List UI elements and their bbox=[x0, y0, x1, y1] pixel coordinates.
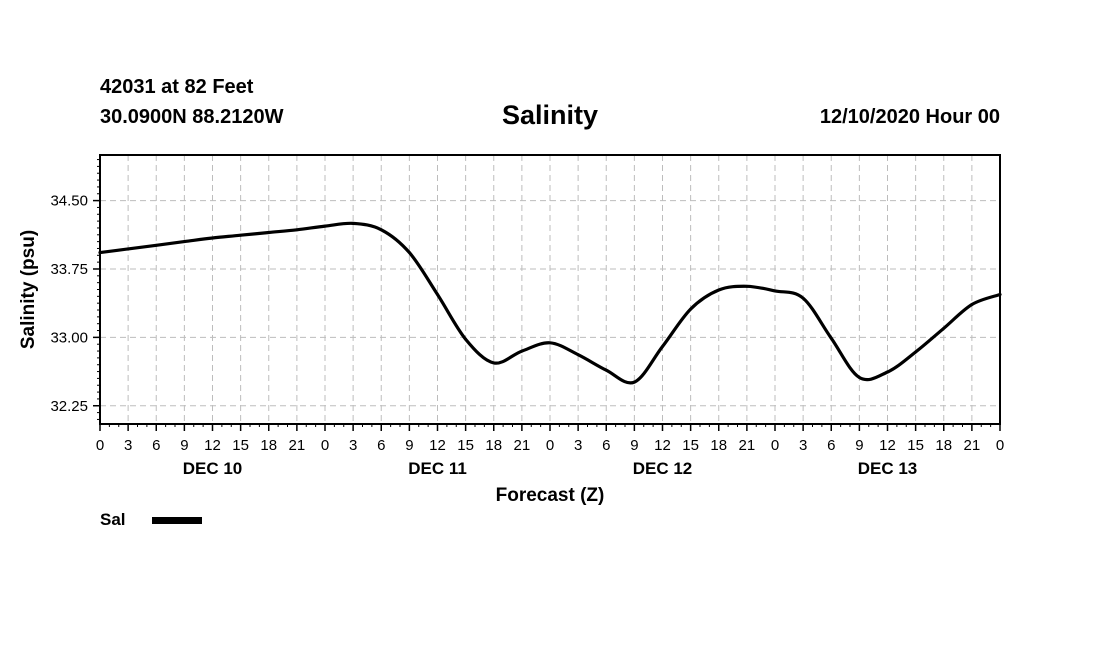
x-tick-label: 3 bbox=[349, 437, 357, 454]
y-tick-label: 33.00 bbox=[50, 329, 88, 346]
data-point bbox=[323, 224, 327, 228]
data-point bbox=[295, 228, 299, 232]
x-tick-label: 6 bbox=[827, 437, 835, 454]
x-tick-label: 9 bbox=[855, 437, 863, 454]
data-point bbox=[379, 228, 383, 232]
x-tick-label: 3 bbox=[574, 437, 582, 454]
data-point bbox=[239, 233, 243, 237]
legend-label-sal: Sal bbox=[100, 510, 126, 529]
data-point bbox=[661, 345, 664, 348]
data-point bbox=[689, 307, 693, 311]
data-point bbox=[436, 293, 439, 296]
x-tick-label: 21 bbox=[514, 437, 531, 454]
day-label: DEC 13 bbox=[858, 459, 918, 478]
forecast-datetime: 12/10/2020 Hour 00 bbox=[819, 106, 1000, 128]
legend: Sal bbox=[100, 510, 202, 530]
x-tick-label: 18 bbox=[935, 437, 952, 454]
x-tick-label: 0 bbox=[771, 437, 779, 454]
x-tick-label: 15 bbox=[682, 437, 699, 454]
x-tick-label: 18 bbox=[485, 437, 502, 454]
x-tick-label: 3 bbox=[124, 437, 132, 454]
data-point bbox=[886, 370, 889, 374]
x-tick-label: 0 bbox=[96, 437, 104, 454]
y-tick-label: 32.25 bbox=[50, 398, 88, 415]
coordinates-label: 30.0900N 88.2120W bbox=[100, 106, 284, 128]
data-point bbox=[126, 247, 130, 251]
x-tick-label: 0 bbox=[996, 437, 1004, 454]
x-tick-label: 12 bbox=[654, 437, 671, 454]
data-point bbox=[182, 240, 186, 244]
day-label: DEC 10 bbox=[183, 459, 243, 478]
data-point bbox=[745, 284, 749, 288]
x-tick-label: 3 bbox=[799, 437, 807, 454]
x-tick-label: 21 bbox=[289, 437, 306, 454]
x-tick-label: 18 bbox=[710, 437, 727, 454]
x-tick-label: 6 bbox=[152, 437, 160, 454]
grid bbox=[100, 155, 1000, 424]
data-point bbox=[970, 303, 974, 306]
y-axis-title: Salinity (psu) bbox=[18, 230, 39, 349]
data-point bbox=[604, 368, 608, 372]
data-point bbox=[914, 350, 918, 354]
y-tick-label: 34.50 bbox=[50, 193, 88, 210]
x-tick-label: 12 bbox=[204, 437, 221, 454]
series-layer bbox=[98, 221, 1002, 385]
data-point bbox=[407, 251, 411, 254]
data-point bbox=[942, 326, 946, 330]
plot-frame bbox=[99, 154, 1001, 425]
data-point bbox=[520, 349, 524, 353]
data-point bbox=[267, 231, 271, 234]
data-point bbox=[548, 341, 552, 345]
data-point bbox=[154, 243, 158, 247]
x-tick-label: 0 bbox=[321, 437, 329, 454]
x-tick-label: 21 bbox=[964, 437, 981, 454]
data-point bbox=[464, 337, 468, 341]
data-point bbox=[857, 376, 861, 379]
axes: 0 3 6 9 12 15 18 21 0 3 6 9 12 15 18 21 0 3 6 9 12 15 18 21 0 3 6 9… bbox=[18, 159, 1004, 506]
x-axis-title: Forecast (Z) bbox=[496, 485, 605, 506]
x-tick-label: 12 bbox=[879, 437, 896, 454]
x-tick-label: 9 bbox=[405, 437, 413, 454]
chart-title: Salinity bbox=[501, 100, 599, 130]
data-point bbox=[829, 336, 833, 340]
x-tick-label: 15 bbox=[232, 437, 249, 454]
x-tick-label: 15 bbox=[907, 437, 924, 454]
day-label: DEC 11 bbox=[408, 459, 467, 478]
x-tick-label: 9 bbox=[630, 437, 638, 454]
x-tick-label: 18 bbox=[260, 437, 277, 454]
station-label: 42031 at 82 Feet bbox=[100, 76, 254, 98]
data-point bbox=[492, 361, 496, 365]
data-point bbox=[576, 353, 580, 357]
data-point bbox=[211, 236, 214, 240]
x-tick-label: 6 bbox=[377, 437, 385, 454]
data-point bbox=[717, 288, 721, 292]
x-tick-label: 12 bbox=[429, 437, 446, 454]
y-tick-label: 33.75 bbox=[50, 261, 88, 278]
data-point bbox=[632, 380, 636, 384]
x-tick-label: 21 bbox=[739, 437, 756, 454]
legend-swatch-sal bbox=[151, 516, 202, 524]
data-point bbox=[351, 221, 355, 225]
x-tick-label: 0 bbox=[546, 437, 554, 454]
x-tick-label: 9 bbox=[180, 437, 188, 454]
x-tick-label: 6 bbox=[602, 437, 610, 454]
day-label: DEC 12 bbox=[633, 459, 693, 478]
data-point bbox=[801, 296, 805, 300]
x-tick-label: 15 bbox=[457, 437, 474, 454]
data-point bbox=[773, 289, 777, 293]
